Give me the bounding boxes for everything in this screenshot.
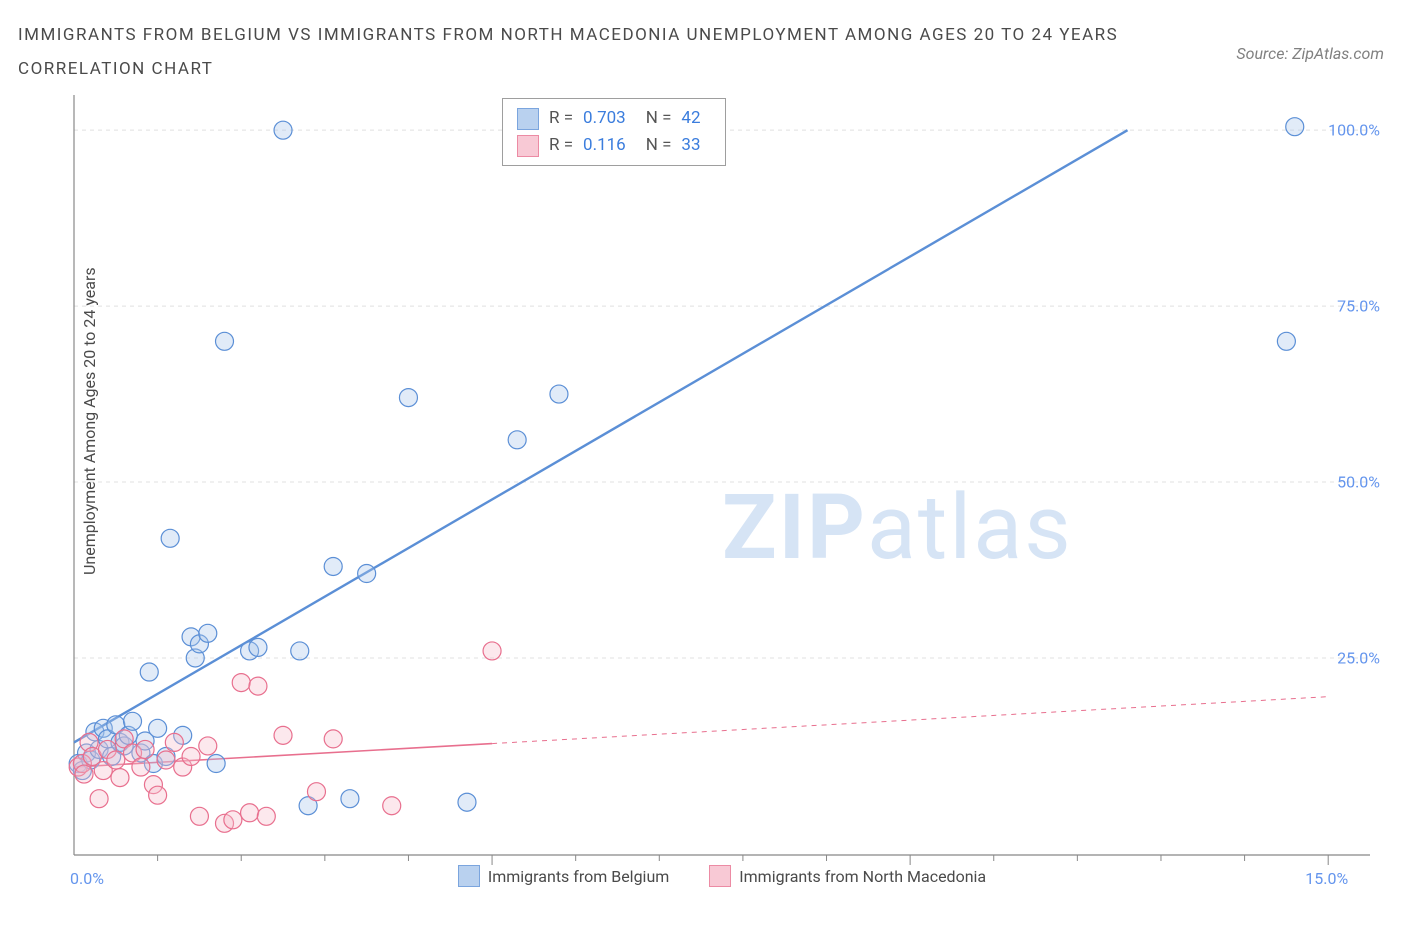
chart-area: Unemployment Among Ages 20 to 24 years Z…: [62, 95, 1382, 890]
data-point-belgium: [550, 385, 568, 403]
data-point-belgium: [161, 529, 179, 547]
data-point-belgium: [140, 663, 158, 681]
data-point-belgium: [508, 431, 526, 449]
data-point-macedonia: [324, 730, 342, 748]
title-line-2: CORRELATION CHART: [18, 52, 1118, 86]
stat-n-value: 33: [681, 132, 710, 159]
data-point-belgium: [291, 642, 309, 660]
data-point-belgium: [207, 755, 225, 773]
data-point-macedonia: [257, 807, 275, 825]
legend-item: Immigrants from North Macedonia: [709, 865, 986, 887]
stat-n-label: N =: [644, 105, 674, 132]
data-point-macedonia: [224, 811, 242, 829]
data-point-belgium: [216, 332, 234, 350]
scatter-plot-svg: [62, 95, 1382, 890]
data-point-belgium: [199, 624, 217, 642]
data-point-macedonia: [157, 751, 175, 769]
stat-r-label: R =: [547, 105, 575, 132]
data-point-belgium: [358, 565, 376, 583]
data-point-belgium: [1286, 118, 1304, 136]
data-point-macedonia: [149, 786, 167, 804]
y-tick-label: 75.0%: [1337, 297, 1380, 316]
data-point-macedonia: [199, 737, 217, 755]
stats-swatch: [517, 135, 539, 157]
stat-r-value: 0.703: [583, 105, 636, 132]
data-point-belgium: [1277, 332, 1295, 350]
data-point-macedonia: [182, 747, 200, 765]
y-tick-label: 100.0%: [1328, 121, 1380, 140]
data-point-macedonia: [136, 740, 154, 758]
data-point-macedonia: [165, 733, 183, 751]
data-point-macedonia: [107, 751, 125, 769]
stats-row-macedonia: R = 0.116 N = 33: [517, 132, 711, 159]
data-point-macedonia: [132, 758, 150, 776]
legend-swatch: [458, 865, 480, 887]
stat-n-value: 42: [681, 105, 710, 132]
chart-title: IMMIGRANTS FROM BELGIUM VS IMMIGRANTS FR…: [18, 18, 1118, 86]
legend-label: Immigrants from North Macedonia: [739, 867, 986, 886]
source-label: Source: ZipAtlas.com: [1236, 44, 1384, 63]
series-legend: Immigrants from Belgium Immigrants from N…: [62, 865, 1382, 887]
data-point-belgium: [149, 719, 167, 737]
data-point-macedonia: [241, 804, 259, 822]
data-point-macedonia: [232, 674, 250, 692]
data-point-belgium: [124, 712, 142, 730]
title-line-1: IMMIGRANTS FROM BELGIUM VS IMMIGRANTS FR…: [18, 18, 1118, 52]
trend-line-belgium: [74, 130, 1128, 742]
data-point-belgium: [249, 638, 267, 656]
data-point-macedonia: [111, 769, 129, 787]
data-point-belgium: [341, 790, 359, 808]
data-point-macedonia: [249, 677, 267, 695]
data-point-belgium: [324, 557, 342, 575]
data-point-macedonia: [307, 783, 325, 801]
data-point-macedonia: [190, 807, 208, 825]
data-point-macedonia: [90, 790, 108, 808]
stats-swatch: [517, 108, 539, 130]
legend-item: Immigrants from Belgium: [458, 865, 669, 887]
stat-n-label: N =: [644, 132, 674, 159]
stat-r-value: 0.116: [583, 132, 636, 159]
stats-box: R = 0.703 N = 42 R = 0.116 N = 33: [502, 98, 726, 166]
trend-line-dashed-macedonia: [492, 697, 1328, 744]
legend-label: Immigrants from Belgium: [488, 867, 669, 886]
data-point-macedonia: [483, 642, 501, 660]
data-point-macedonia: [274, 726, 292, 744]
stat-r-label: R =: [547, 132, 575, 159]
data-point-belgium: [458, 793, 476, 811]
data-point-belgium: [274, 121, 292, 139]
data-point-belgium: [399, 389, 417, 407]
stats-row-belgium: R = 0.703 N = 42: [517, 105, 711, 132]
data-point-macedonia: [75, 765, 93, 783]
legend-swatch: [709, 865, 731, 887]
y-tick-label: 25.0%: [1337, 648, 1380, 667]
y-tick-label: 50.0%: [1337, 473, 1380, 492]
data-point-macedonia: [383, 797, 401, 815]
